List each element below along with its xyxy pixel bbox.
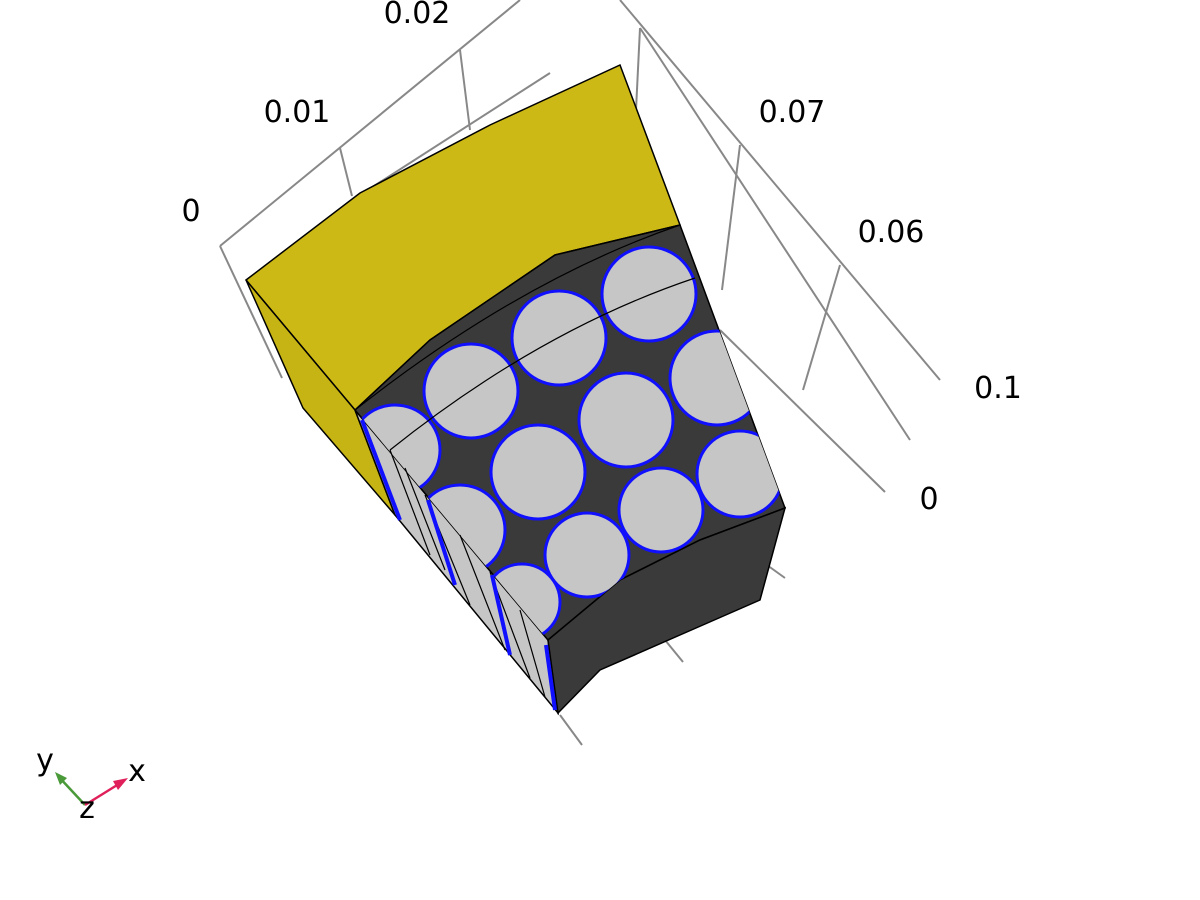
axis-tick-label: 0.01 (264, 95, 331, 130)
triad (55, 772, 128, 807)
triad-axis-label: x (128, 754, 146, 789)
front-face (547, 506, 787, 715)
fibers (355, 245, 785, 640)
triad-axis-label: z (79, 791, 95, 826)
axis-tick-label: 0.07 (759, 95, 826, 130)
axis-tick-label: 0 (919, 482, 938, 517)
triad-axis-label: y (36, 743, 54, 778)
tick-labels: 0.02 0.01 0 0.08 0.07 0.06 0.1 0 y xz (36, 0, 1022, 826)
axis-tick-label: 0.08 (657, 0, 724, 6)
axis-tick-label: 0.1 (974, 371, 1022, 406)
axis-tick-label: 0.02 (384, 0, 451, 31)
axis-tick-label: 0.06 (858, 215, 925, 250)
model (244, 63, 787, 716)
fiber-edges (360, 419, 557, 711)
axis-tick-label: 0 (181, 194, 200, 229)
